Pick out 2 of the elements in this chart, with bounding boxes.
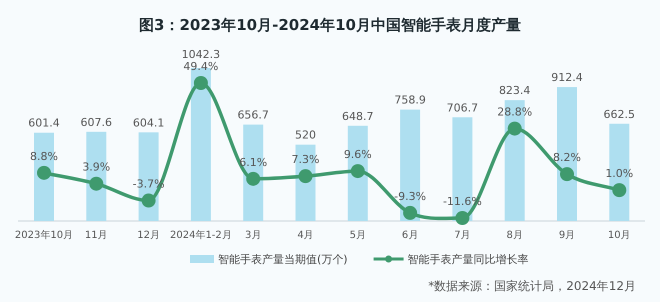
annotation: *数据来源：国家统计局，2024年12月: [428, 279, 636, 293]
title: 图3：2023年10月-2024年10月中国智能手表月度产量: [139, 16, 521, 34]
